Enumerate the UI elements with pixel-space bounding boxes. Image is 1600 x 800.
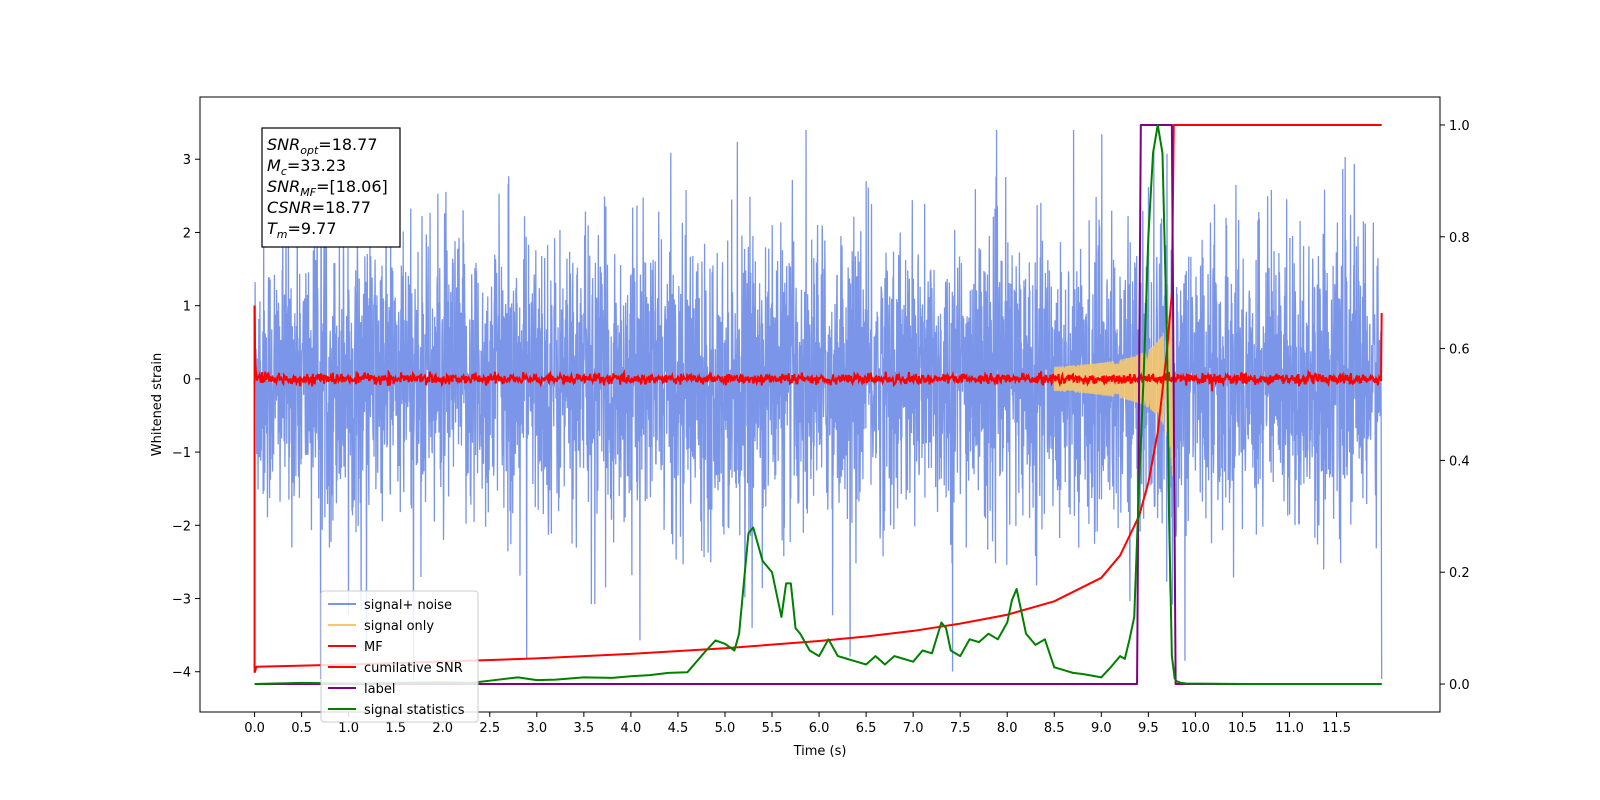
- x-tick-label: 2.0: [432, 721, 453, 736]
- plot-area: [253, 123, 1383, 686]
- y2-tick-label: 0.8: [1449, 231, 1470, 246]
- x-tick-label: 3.0: [526, 721, 547, 736]
- y-axis-label: Whitened strain: [150, 353, 165, 456]
- legend: signal+ noise signal only MF cumilative SNR…: [320, 590, 479, 723]
- x-tick-label: 7.0: [903, 721, 924, 736]
- annotation-frame: [261, 127, 401, 248]
- y2-tick-label: 0.4: [1449, 454, 1470, 469]
- x-tick-label: 1.5: [385, 721, 406, 736]
- legend-label: label: [364, 682, 395, 697]
- x-tick-label: 4.0: [621, 721, 642, 736]
- x-tick-label: 9.0: [1091, 721, 1112, 736]
- annotation-line: Mc=33.23: [267, 156, 346, 178]
- x-tick-label: 10.0: [1181, 721, 1210, 736]
- legend-frame: [320, 590, 479, 723]
- y2-tick-label: 0.6: [1449, 343, 1470, 358]
- x-tick-label: 10.5: [1228, 721, 1257, 736]
- annotation-line: SNRMF=[18.06]: [267, 177, 388, 199]
- x-tick-label: 4.5: [668, 721, 689, 736]
- legend-label: signal only: [364, 619, 434, 634]
- x-tick-label: 8.0: [997, 721, 1018, 736]
- y-tick-label: 3: [183, 153, 191, 168]
- series-signal-plus-noise: [253, 129, 1383, 680]
- annotation-box: SNRopt=18.77Mc=33.23SNRMF=[18.06]CSNR=18…: [261, 127, 401, 248]
- y2-tick-label: 1.0: [1449, 119, 1470, 134]
- legend-label: MF: [364, 640, 383, 655]
- y-tick-label: −1: [172, 446, 191, 461]
- y-tick-label: −2: [172, 519, 191, 534]
- x-tick-label: 11.5: [1322, 721, 1351, 736]
- legend-label: signal statistics: [364, 703, 465, 718]
- legend-label: signal+ noise: [364, 598, 452, 613]
- y-tick-label: −4: [172, 666, 191, 681]
- x-tick-label: 2.5: [479, 721, 500, 736]
- y-tick-label: −3: [172, 593, 191, 608]
- x-tick-label: 8.5: [1044, 721, 1065, 736]
- series-signal-statistics: [254, 123, 1382, 686]
- x-tick-label: 6.0: [809, 721, 830, 736]
- x-tick-label: 1.0: [338, 721, 359, 736]
- annotation-line: SNRopt=18.77: [267, 135, 378, 157]
- y2-tick-label: 0.0: [1449, 678, 1470, 693]
- y-tick-label: 1: [183, 300, 191, 315]
- y-tick-label: 2: [183, 226, 191, 241]
- x-tick-label: 6.5: [856, 721, 877, 736]
- axes: 0.0 0.5 1.0 1.5 2.0 2.5 3.0 3.5 4.0 4.5 5.0 5.5 6.0 6…: [150, 96, 1470, 759]
- x-tick-label: 0.5: [291, 721, 312, 736]
- x-tick-label: 11.0: [1275, 721, 1304, 736]
- x-tick-label: 0.0: [244, 721, 265, 736]
- x-tick-label: 7.5: [950, 721, 971, 736]
- x-tick-label: 5.0: [715, 721, 736, 736]
- y2-tick-label: 0.2: [1449, 566, 1470, 581]
- series-cumilative-snr: [253, 123, 1382, 674]
- x-tick-label: 3.5: [574, 721, 595, 736]
- axes-frame: [199, 96, 1441, 713]
- x-tick-label: 9.5: [1138, 721, 1159, 736]
- legend-label: cumilative SNR: [364, 661, 463, 676]
- series-mf: [253, 305, 1383, 392]
- y-tick-label: 0: [183, 373, 191, 388]
- series-signal-only: [1044, 296, 1182, 476]
- x-tick-label: 5.5: [762, 721, 783, 736]
- x-axis-label: Time (s): [793, 744, 847, 759]
- annotation-line: CSNR=18.77: [267, 198, 371, 217]
- annotation-line: Tm=9.77: [267, 219, 337, 241]
